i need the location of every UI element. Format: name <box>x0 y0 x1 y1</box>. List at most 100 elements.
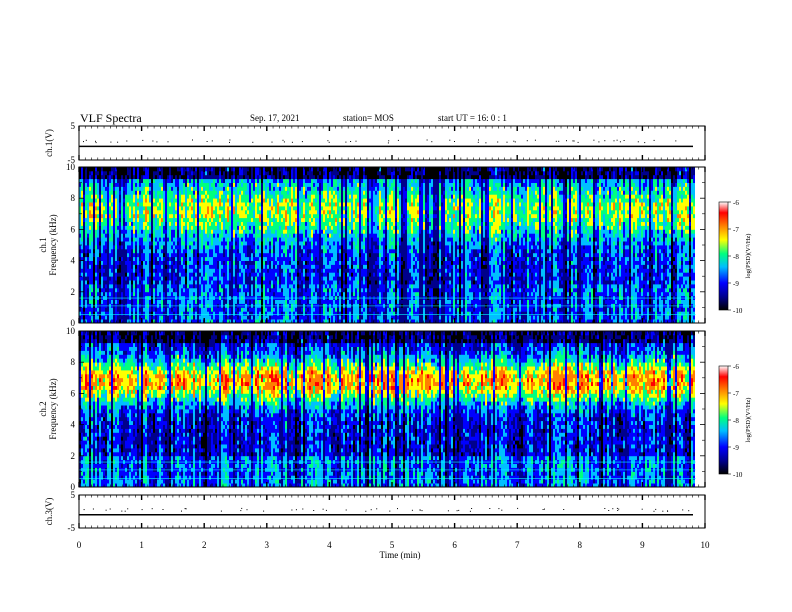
trace-speck <box>688 510 690 512</box>
trace-speck <box>345 509 347 511</box>
trace-speck <box>271 141 273 143</box>
x-tick-label: 10 <box>701 540 711 550</box>
trace-speck <box>604 140 606 142</box>
trace-speck <box>397 139 399 141</box>
y-tick-label: -5 <box>68 155 76 165</box>
x-tick-label: 1 <box>139 540 144 550</box>
trace-speck <box>471 508 473 509</box>
colorbar-tick-label: -7 <box>733 226 739 234</box>
colorbar-tick-label: -8 <box>733 253 739 261</box>
trace-speck <box>95 142 97 144</box>
trace-speck <box>506 141 508 143</box>
trace-speck <box>644 142 646 144</box>
ch1-waveform-panel <box>78 125 706 161</box>
x-axis-label: Time (min) <box>380 550 421 560</box>
trace-speck <box>497 141 499 143</box>
trace-speck <box>572 140 574 142</box>
ch1-spectrogram-ylabel-freq: Frequency (kHz) <box>48 214 58 275</box>
trace-speck <box>489 508 491 509</box>
trace-speck <box>577 141 579 143</box>
ch2-spectrogram-colorbar <box>718 365 729 475</box>
trace-speck <box>167 141 169 143</box>
trace-speck <box>370 509 372 511</box>
trace-speck <box>397 508 398 510</box>
trace-speck <box>328 141 330 143</box>
y-tick-label: 10 <box>66 326 76 336</box>
trace-speck <box>220 510 222 512</box>
ch2-spectrogram-ylabel-channel: ch.2 <box>38 401 48 416</box>
trace-speck <box>542 509 544 510</box>
trace-speck <box>350 141 352 142</box>
trace-speck <box>653 139 655 141</box>
trace-speck <box>252 141 254 143</box>
trace-speck <box>613 140 615 142</box>
trace-speck <box>263 510 265 512</box>
trace-speck <box>419 509 421 511</box>
trace-speck <box>291 509 293 511</box>
y-tick-label: 10 <box>66 162 76 172</box>
trace-speck <box>454 141 455 142</box>
trace-speck <box>675 140 677 142</box>
trace-speck <box>229 141 230 143</box>
trace-speck <box>618 508 620 510</box>
trace-speck <box>566 140 567 142</box>
x-tick-label: 4 <box>327 540 332 550</box>
trace-speck <box>124 510 126 512</box>
start-time-label: start UT = 16: 0 : 1 <box>438 113 507 123</box>
trace-speck <box>623 140 625 141</box>
y-tick-label: 2 <box>71 287 76 297</box>
trace-speck <box>563 509 565 510</box>
x-tick-label: 7 <box>515 540 520 550</box>
trace-speck <box>241 507 243 509</box>
y-tick-label: 0 <box>71 482 76 492</box>
trace-speck <box>110 141 112 143</box>
ch2-spectrogram-image <box>79 331 695 488</box>
y-tick-label: -5 <box>68 523 76 533</box>
trace-speck <box>142 139 144 141</box>
trace-speck <box>389 510 391 512</box>
x-tick-label: 2 <box>202 540 207 550</box>
trace-speck <box>593 139 595 141</box>
trace-speck <box>229 139 231 141</box>
trace-speck <box>555 140 557 142</box>
x-tick-label: 0 <box>77 540 82 550</box>
trace-speck <box>534 139 536 141</box>
trace-speck <box>126 140 128 142</box>
colorbar-tick-label: -8 <box>733 417 739 425</box>
trace-speck <box>637 141 639 143</box>
trace-speck <box>151 508 153 510</box>
trace-speck <box>619 141 621 143</box>
colorbar-tick-label: -7 <box>733 390 739 398</box>
trace-speck <box>458 509 460 511</box>
trace-speck <box>426 139 428 141</box>
trace-speck <box>291 141 293 143</box>
trace-speck <box>485 142 487 144</box>
colorbar-label: log(PSD)(V²/Hz) <box>745 398 752 443</box>
colorbar-tick-label: -10 <box>733 307 743 315</box>
trace-speck <box>313 510 315 511</box>
trace-speck <box>469 510 471 512</box>
trace-speck <box>431 141 433 143</box>
trace-speck <box>456 510 458 512</box>
trace-speck <box>105 509 107 511</box>
colorbar-label: log(PSD)(V²/Hz) <box>745 234 752 279</box>
trace-speck <box>387 142 389 144</box>
trace-speck <box>141 509 143 511</box>
trace-speck <box>152 140 154 142</box>
date-label: Sep. 17, 2021 <box>250 113 300 123</box>
trace-speck <box>327 140 329 142</box>
trace-speck <box>282 139 284 141</box>
trace-speck <box>411 509 413 511</box>
trace-speck <box>608 510 610 511</box>
trace-speck <box>365 510 367 512</box>
x-tick-label: 9 <box>640 540 645 550</box>
colorbar-tick-label: -10 <box>733 471 743 479</box>
trace-speck <box>206 141 208 142</box>
trace-speck <box>498 508 500 510</box>
trace-speck <box>192 139 193 141</box>
trace-speck <box>376 508 378 510</box>
trace-speck <box>612 508 614 510</box>
trace-speck <box>83 509 85 511</box>
x-tick-label: 5 <box>390 540 395 550</box>
